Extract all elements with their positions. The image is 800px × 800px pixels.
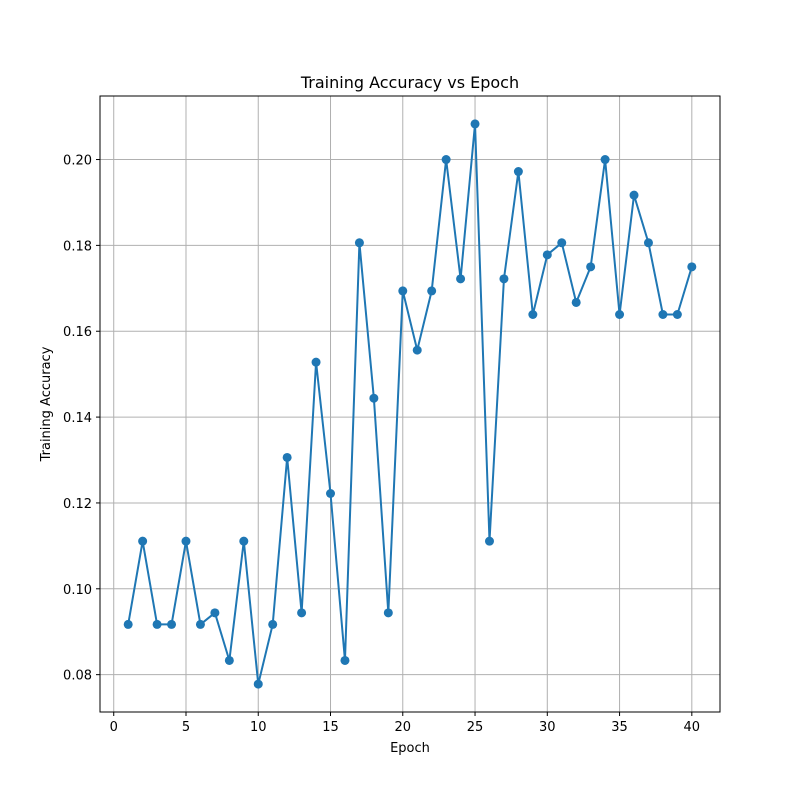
data-point <box>456 274 466 284</box>
data-point <box>152 619 162 629</box>
series-line <box>127 122 693 686</box>
data-point <box>123 619 133 629</box>
data-point <box>354 238 364 248</box>
data-point <box>586 262 596 272</box>
data-point <box>571 297 581 307</box>
data-point <box>542 250 552 260</box>
y-axis-label: Training Accuracy <box>39 346 54 462</box>
x-tick-label: 20 <box>395 720 412 735</box>
data-point <box>224 655 234 665</box>
data-point <box>484 536 494 546</box>
y-tick-label: 0.10 <box>63 583 92 598</box>
data-point <box>138 536 148 546</box>
data-point <box>167 619 177 629</box>
data-point <box>528 309 538 319</box>
y-tick-label: 0.16 <box>63 325 92 340</box>
x-tick-label: 35 <box>611 720 628 735</box>
data-point <box>412 345 422 355</box>
y-tick-label: 0.12 <box>63 497 92 512</box>
data-point <box>427 286 437 296</box>
data-point <box>210 608 220 618</box>
data-point <box>658 309 668 319</box>
data-point <box>383 608 393 618</box>
x-tick-label: 15 <box>322 720 339 735</box>
data-point <box>239 536 249 546</box>
plot-frame <box>99 95 721 713</box>
ticks: 0 5 10 15 20 25 30 35 40 0.08 0.10 0.12 0.14 0.16 0.18… <box>63 154 700 735</box>
data-point <box>615 309 625 319</box>
data-point <box>672 309 682 319</box>
x-tick-label: 10 <box>250 720 267 735</box>
y-tick-label: 0.20 <box>63 154 92 169</box>
data-point <box>687 262 697 272</box>
data-point <box>297 608 307 618</box>
data-point <box>311 357 321 367</box>
data-point <box>340 655 350 665</box>
y-tick-label: 0.18 <box>63 239 92 254</box>
data-point <box>441 155 451 165</box>
data-point <box>195 619 205 629</box>
x-tick-label: 40 <box>684 720 701 735</box>
series <box>123 119 697 689</box>
data-point <box>253 679 263 689</box>
data-point <box>282 452 292 462</box>
data-point <box>470 119 480 129</box>
x-tick-label: 5 <box>182 720 190 735</box>
data-point <box>499 274 509 284</box>
data-point <box>600 155 610 165</box>
chart-title: Training Accuracy vs Epoch <box>300 73 519 92</box>
x-tick-label: 0 <box>110 720 118 735</box>
data-point <box>557 238 567 248</box>
x-tick-label: 25 <box>467 720 484 735</box>
x-tick-label: 30 <box>539 720 556 735</box>
data-point <box>369 393 379 403</box>
data-point <box>268 619 278 629</box>
y-tick-label: 0.14 <box>63 411 92 426</box>
data-point <box>181 536 191 546</box>
y-tick-label: 0.08 <box>63 669 92 684</box>
data-point <box>398 286 408 296</box>
data-point <box>326 489 336 499</box>
data-point <box>629 190 639 200</box>
data-point <box>513 167 523 177</box>
grid <box>100 96 720 712</box>
data-point <box>643 238 653 248</box>
x-axis-label: Epoch <box>390 741 430 756</box>
